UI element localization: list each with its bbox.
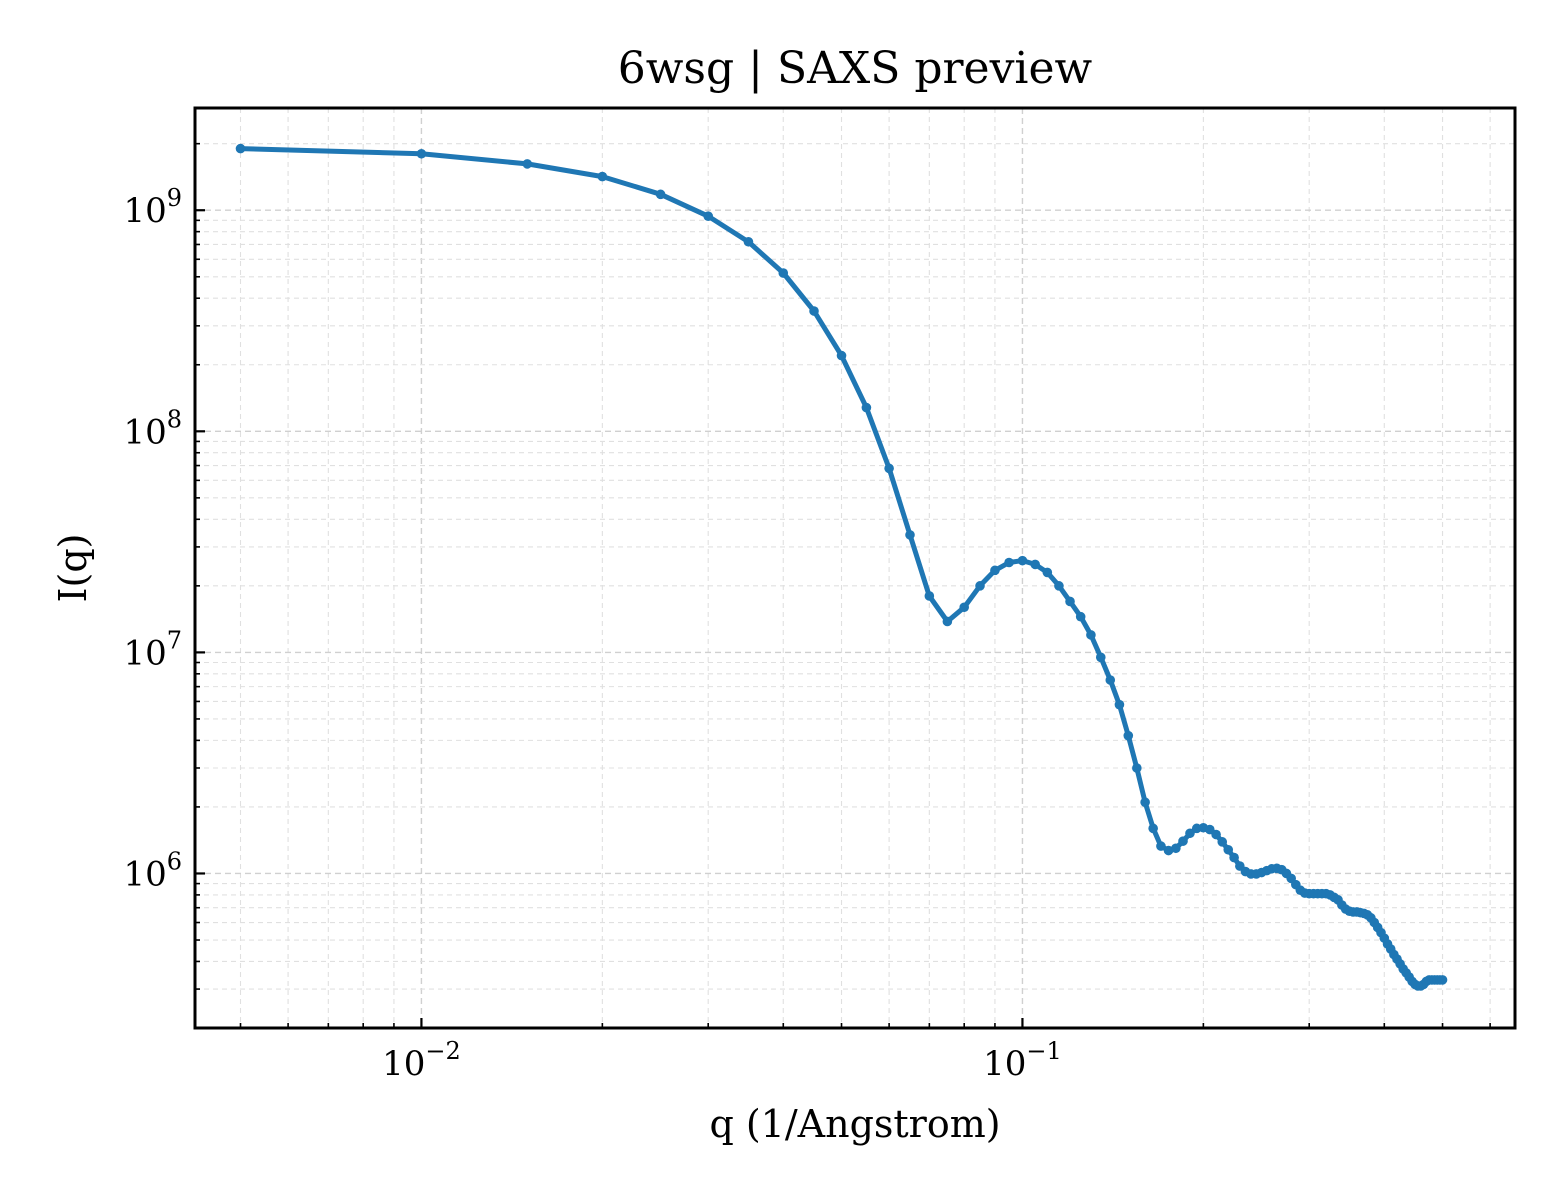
x-axis-label: q (1/Angstrom): [709, 1102, 1000, 1146]
plot-frame: [193, 106, 1517, 1030]
data-point: [1171, 843, 1181, 854]
data-point: [1065, 596, 1075, 607]
grid: [195, 108, 1515, 1029]
data-point: [235, 143, 246, 154]
data-point: [1042, 567, 1053, 578]
x-tick-labels: 10−2 10−1: [382, 1037, 1062, 1084]
data-point: [1114, 699, 1125, 710]
data-point: [1437, 975, 1448, 985]
data-point: [924, 591, 935, 601]
data-point: [1030, 559, 1040, 570]
data-point: [1075, 611, 1086, 622]
y-tick-label: 107: [123, 626, 182, 673]
data-point: [990, 565, 1000, 576]
y-tick-label: 106: [123, 847, 182, 894]
y-axis-label: I(q): [51, 534, 95, 603]
chart-title: 6wsg | SAXS preview: [618, 43, 1093, 94]
data-point: [1217, 837, 1228, 847]
data-point: [778, 268, 789, 278]
y-tick-labels: 106 107 108 109: [123, 184, 182, 894]
data-point: [809, 306, 819, 316]
data-point: [416, 148, 427, 159]
data-point: [1163, 845, 1174, 856]
data-point: [1132, 763, 1142, 773]
data-point: [743, 236, 754, 247]
data-point: [1017, 555, 1028, 566]
data-point: [703, 211, 713, 221]
y-tick-label: 108: [123, 405, 182, 452]
data-point: [905, 530, 915, 540]
data-point: [1123, 730, 1134, 741]
data-point: [836, 350, 847, 361]
data-point: [655, 189, 666, 200]
data-point: [1229, 852, 1239, 863]
data-point: [1140, 797, 1150, 808]
data-point: [597, 171, 608, 182]
data-point: [1178, 836, 1188, 846]
y-tick-label: 109: [123, 184, 182, 231]
data-point: [1148, 823, 1158, 834]
data-point: [1004, 557, 1014, 568]
data-point: [942, 616, 953, 627]
data-point: [1223, 844, 1234, 855]
data-point: [959, 602, 969, 613]
x-tick-label: 10−1: [983, 1037, 1062, 1084]
data-point: [884, 463, 894, 474]
data-point: [1185, 828, 1195, 839]
data-point: [522, 159, 533, 169]
data-point: [1095, 652, 1106, 663]
x-tick-label: 10−2: [382, 1037, 461, 1084]
series-layer: [235, 143, 1448, 991]
data-point: [975, 581, 985, 591]
data-point: [1105, 675, 1116, 685]
data-point: [1054, 581, 1064, 591]
data-point: [1156, 841, 1166, 851]
data-point: [1211, 829, 1221, 840]
data-point: [861, 402, 872, 413]
data-point: [1086, 630, 1096, 640]
